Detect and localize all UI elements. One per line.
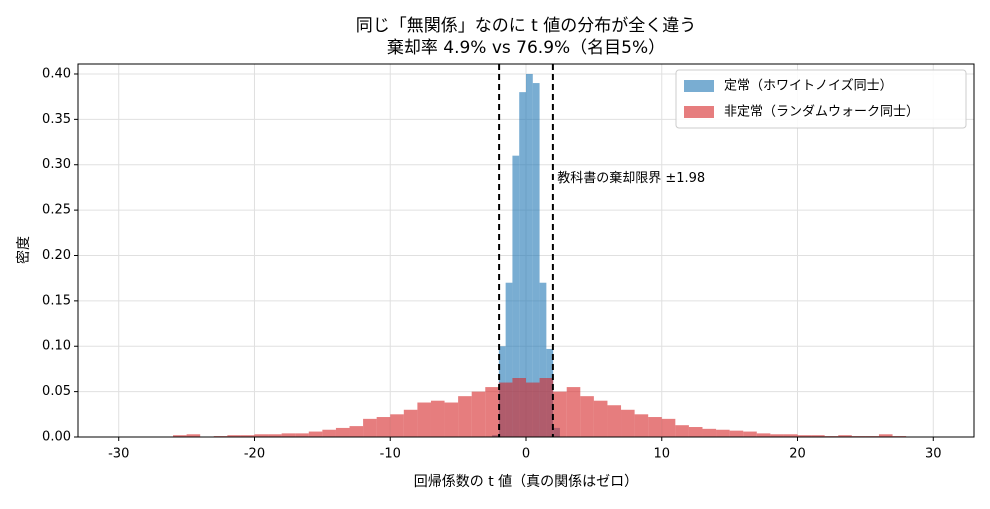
bar: [254, 434, 269, 437]
y-tick-label: 0.20: [42, 248, 71, 263]
bar: [634, 414, 649, 437]
y-tick-label: 0.05: [42, 384, 71, 399]
legend-swatch: [684, 106, 714, 118]
bar: [240, 435, 255, 437]
bar: [227, 435, 241, 437]
bar: [505, 282, 513, 437]
bar: [512, 378, 526, 437]
annotation: 教科書の棄却限界 ±1.98: [557, 170, 705, 186]
x-tick-label: -30: [108, 447, 129, 462]
bar: [688, 427, 703, 437]
bar: [335, 427, 350, 437]
y-tick-label: 0.30: [42, 157, 71, 172]
bar: [519, 92, 526, 437]
y-tick-label: 0.10: [42, 339, 71, 354]
y-tick-label: 0.00: [42, 430, 71, 445]
bar: [363, 418, 377, 437]
bar: [281, 433, 296, 437]
bar: [838, 435, 852, 437]
legend-label: 定常（ホワイトノイズ同士）: [724, 78, 893, 94]
bar: [770, 434, 784, 437]
bar: [539, 378, 554, 437]
bar: [878, 434, 893, 437]
x-tick-label: 30: [925, 447, 942, 462]
x-tick-label: -10: [380, 447, 401, 462]
bar: [539, 282, 547, 437]
bar: [458, 396, 472, 437]
bar: [295, 433, 309, 437]
bar: [716, 429, 730, 437]
chart-subtitle: 棄却率 4.9% vs 76.9%（名目5%）: [387, 38, 665, 58]
bar: [390, 414, 404, 437]
bar: [661, 418, 676, 437]
bar: [430, 400, 445, 437]
chart-title: 同じ「無関係」なのに t 値の分布が全く違う: [356, 16, 696, 36]
bar: [403, 409, 418, 437]
bar: [376, 417, 391, 437]
x-tick-label: 0: [522, 447, 530, 462]
bar: [648, 417, 662, 437]
x-axis-label: 回帰係数の t 値（真の関係はゼロ）: [414, 473, 638, 490]
y-tick-label: 0.15: [42, 293, 71, 308]
bar: [532, 83, 540, 437]
bar: [797, 435, 812, 437]
x-tick-label: 20: [789, 447, 806, 462]
x-tick-label: -20: [244, 447, 265, 462]
legend-label: 非定常（ランダムウォーク同士）: [724, 105, 919, 120]
bar: [485, 387, 499, 437]
bar: [444, 402, 459, 437]
bar: [743, 431, 757, 437]
bar: [783, 434, 798, 437]
bar: [621, 409, 635, 437]
bar: [471, 391, 486, 437]
y-tick-label: 0.25: [42, 203, 71, 218]
bar: [308, 431, 323, 437]
bar: [607, 405, 622, 437]
y-tick-label: 0.35: [42, 112, 71, 127]
bar: [349, 426, 364, 437]
bar: [811, 435, 825, 437]
bar: [526, 73, 533, 437]
bar: [675, 425, 689, 437]
bar: [417, 402, 431, 437]
bar: [512, 155, 520, 437]
bar: [498, 382, 513, 437]
bar: [756, 433, 771, 437]
y-axis-label: 密度: [15, 236, 32, 264]
bar: [553, 391, 567, 437]
bar: [173, 435, 187, 437]
bar: [593, 400, 608, 437]
bar: [702, 428, 717, 437]
x-tick-label: 10: [653, 447, 670, 462]
bar: [322, 429, 336, 437]
bar: [526, 382, 540, 437]
bar: [566, 387, 581, 437]
bar: [729, 430, 744, 437]
bar: [186, 434, 201, 437]
y-tick-label: 0.40: [42, 66, 71, 81]
plot-frame: [77, 63, 975, 438]
legend-swatch: [684, 80, 714, 92]
legend-box: [675, 69, 967, 129]
bar: [580, 396, 594, 437]
bar: [268, 434, 282, 437]
